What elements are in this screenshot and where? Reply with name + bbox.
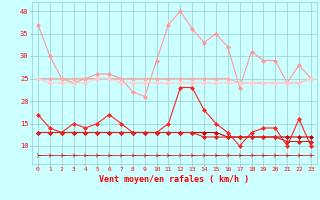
X-axis label: Vent moyen/en rafales ( km/h ): Vent moyen/en rafales ( km/h )	[100, 175, 249, 184]
